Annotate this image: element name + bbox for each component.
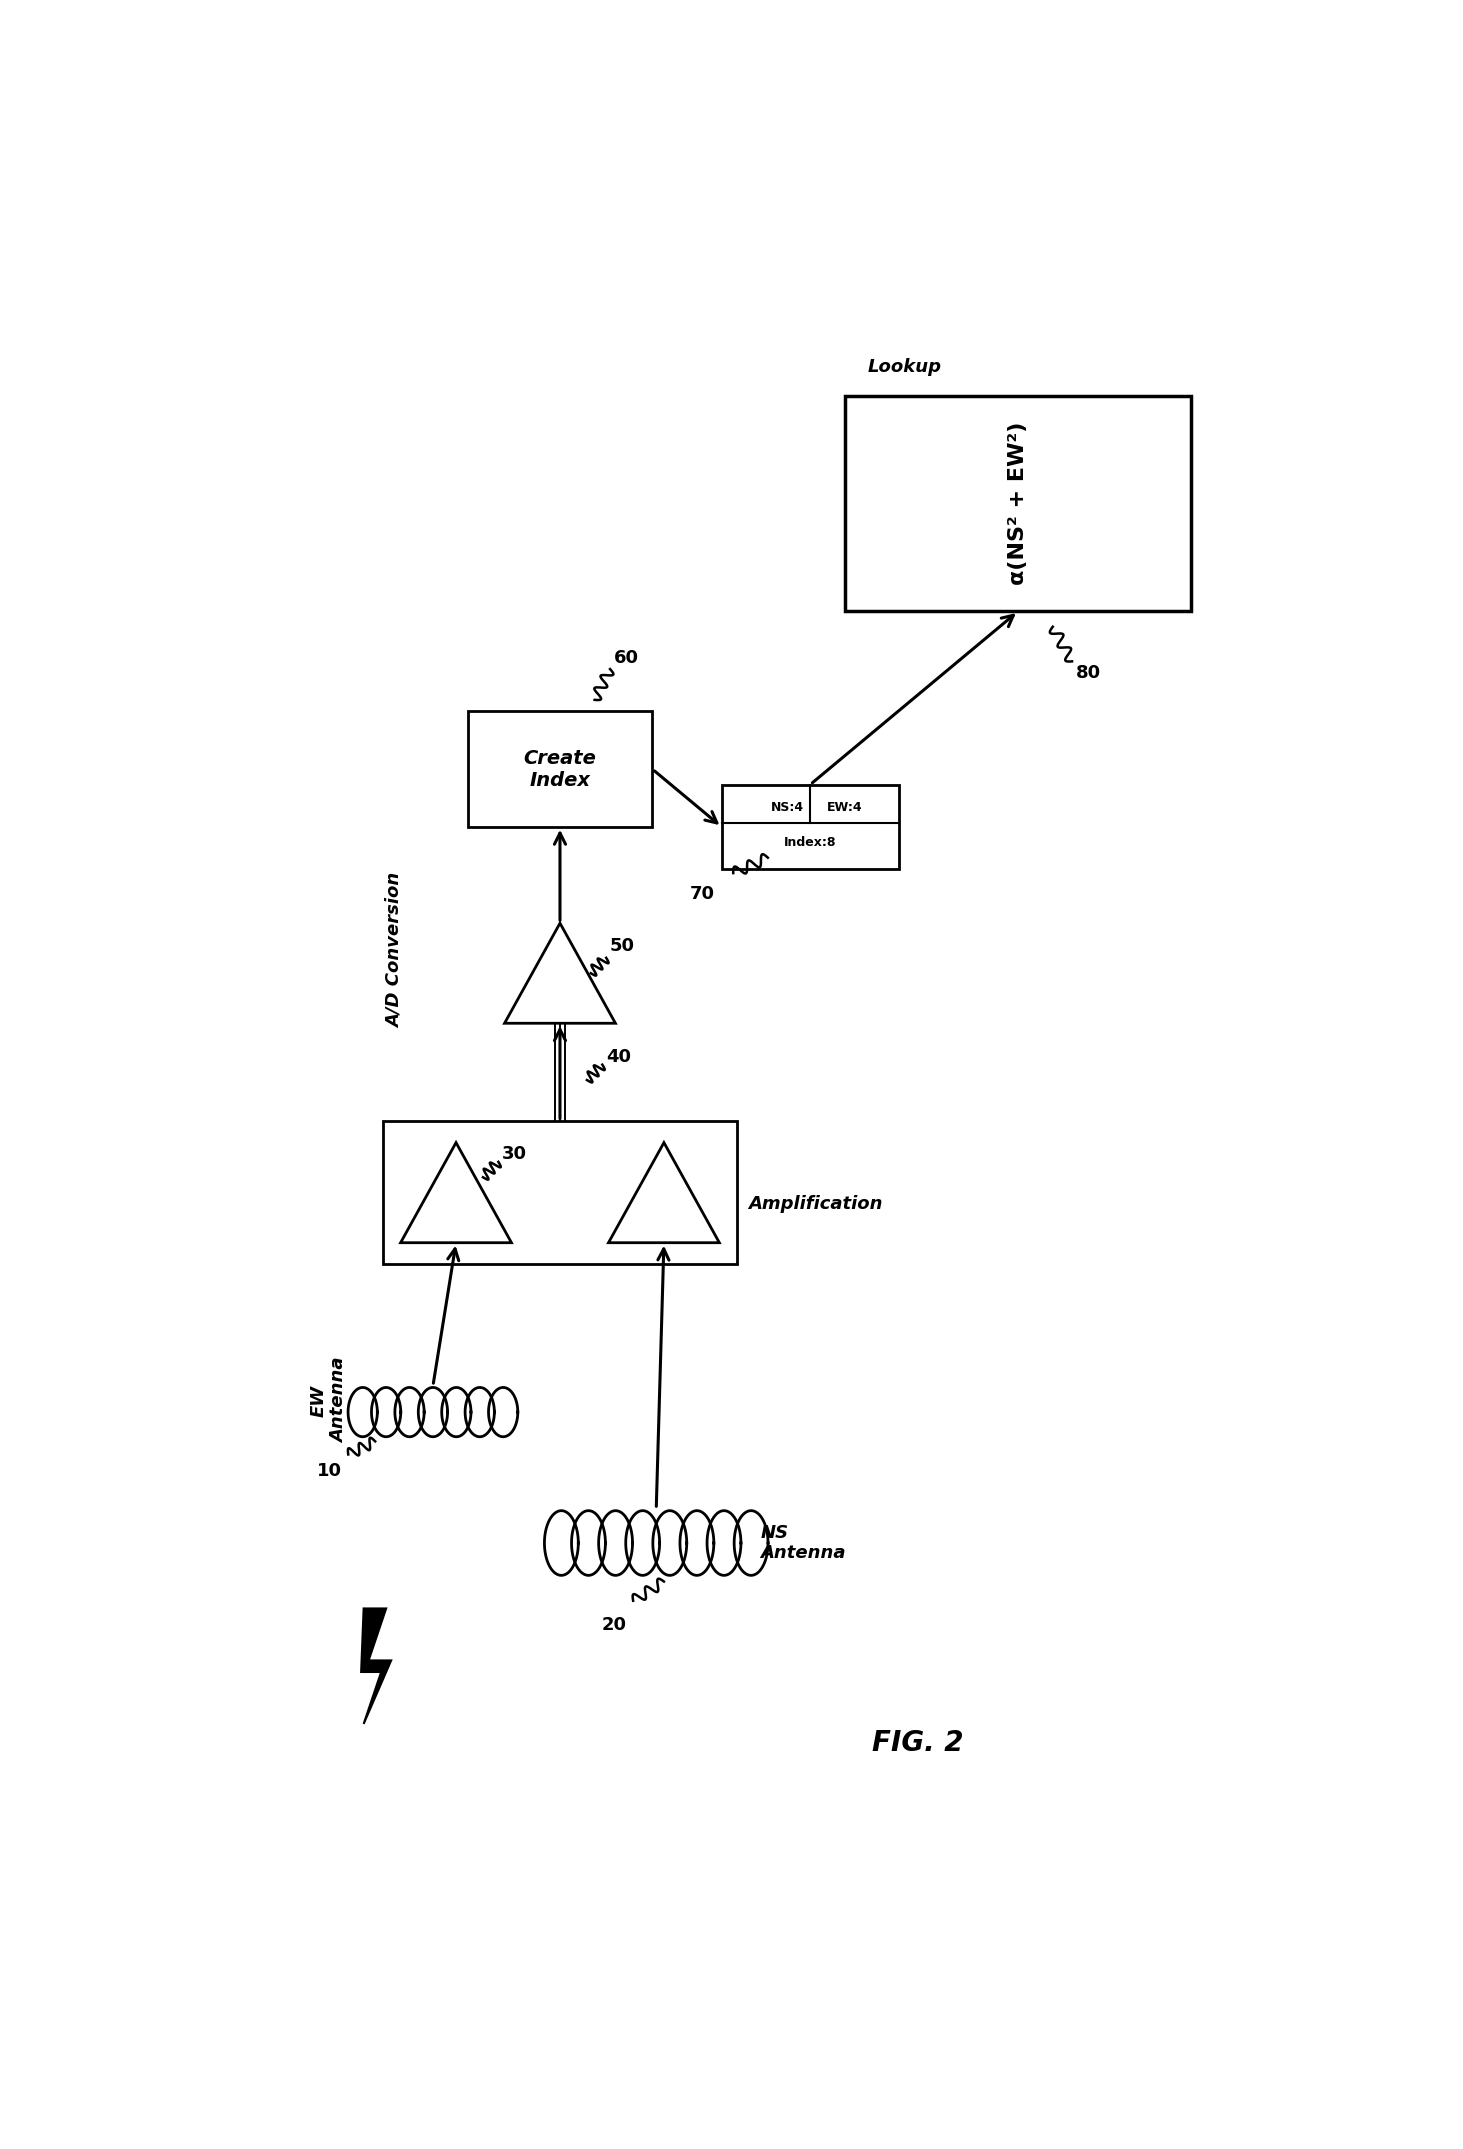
Text: 70: 70	[691, 885, 715, 903]
Text: Lookup: Lookup	[868, 359, 942, 376]
Bar	[468, 711, 652, 827]
Text: 60: 60	[614, 649, 639, 666]
Text: 30: 30	[502, 1145, 527, 1163]
Text: 40: 40	[606, 1049, 631, 1066]
Text: EW:4: EW:4	[827, 802, 863, 814]
Text: 20: 20	[601, 1616, 626, 1633]
Text: 50: 50	[610, 937, 635, 956]
Text: A/D Conversion: A/D Conversion	[385, 872, 404, 1027]
Text: Amplification: Amplification	[749, 1195, 884, 1214]
Text: α(NS² + EW²): α(NS² + EW²)	[1008, 421, 1028, 585]
Text: EW
Antenna: EW Antenna	[310, 1358, 348, 1444]
Text: FIG. 2: FIG. 2	[872, 1730, 964, 1758]
Text: NS:4: NS:4	[771, 802, 803, 814]
Text: 80: 80	[1075, 664, 1102, 681]
Text: NS
Antenna: NS Antenna	[761, 1524, 846, 1562]
Text: Index:8: Index:8	[784, 836, 837, 849]
Bar	[383, 1122, 737, 1264]
Bar	[721, 784, 898, 868]
Text: 10: 10	[316, 1461, 341, 1481]
Text: Create
Index: Create Index	[524, 748, 597, 789]
Polygon shape	[361, 1607, 391, 1723]
Bar	[846, 395, 1191, 610]
